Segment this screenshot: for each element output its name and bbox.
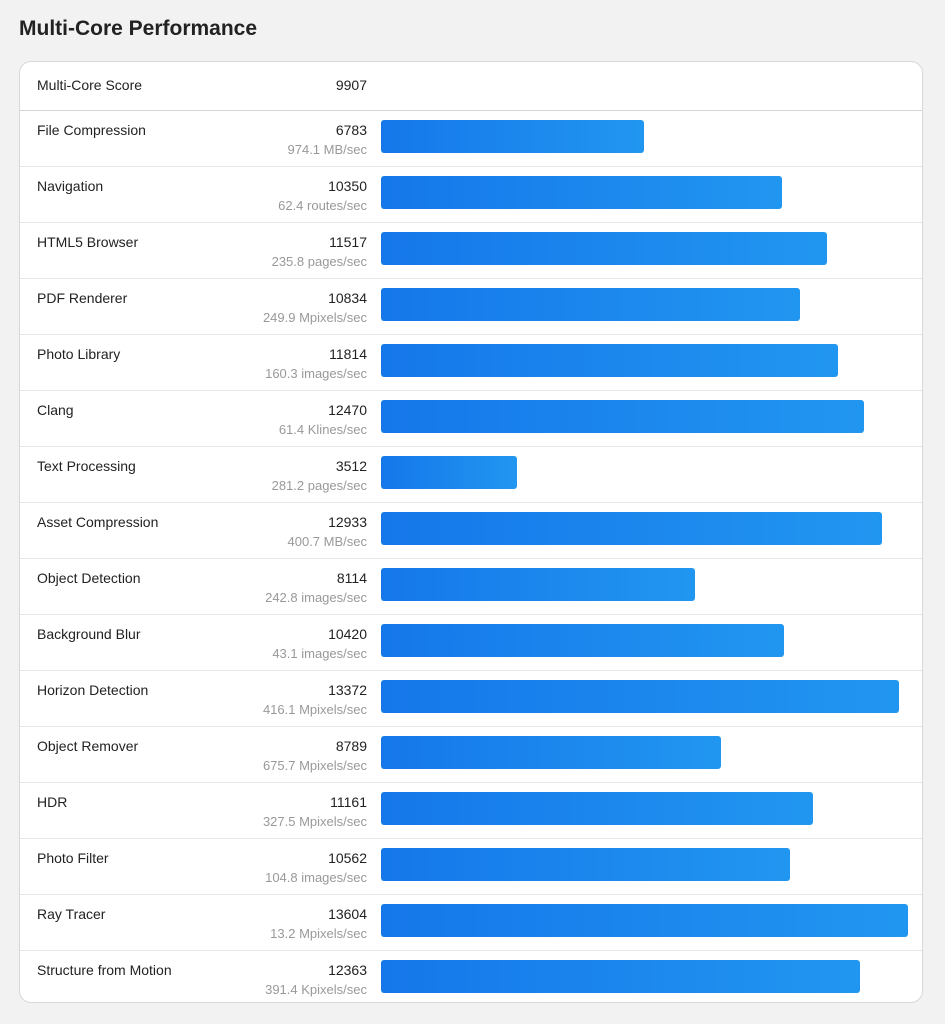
benchmark-label: Photo Library <box>37 346 121 362</box>
benchmark-throughput: 13.2 Mpixels/sec <box>270 926 367 941</box>
benchmark-bar <box>381 512 882 545</box>
benchmark-throughput: 235.8 pages/sec <box>271 254 367 269</box>
benchmark-score: 10562 <box>328 850 367 866</box>
benchmark-row: Photo Library 11814 160.3 images/sec <box>20 335 922 391</box>
benchmark-throughput: 416.1 Mpixels/sec <box>262 702 367 717</box>
benchmark-throughput: 327.5 Mpixels/sec <box>262 814 367 829</box>
benchmark-score: 10420 <box>328 626 367 642</box>
benchmark-label: Photo Filter <box>37 850 109 866</box>
benchmark-row: PDF Renderer 10834 249.9 Mpixels/sec <box>20 279 922 335</box>
benchmark-row: Asset Compression 12933 400.7 MB/sec <box>20 503 922 559</box>
benchmark-row: File Compression 6783 974.1 MB/sec <box>20 111 922 167</box>
benchmark-row: Object Remover 8789 675.7 Mpixels/sec <box>20 727 922 783</box>
results-card: Multi-Core Score 9907 File Compression 6… <box>19 61 923 1003</box>
benchmark-label: Navigation <box>37 178 104 194</box>
benchmark-score: 13372 <box>328 682 367 698</box>
benchmark-bar <box>381 568 696 601</box>
benchmark-bar <box>381 288 801 321</box>
benchmark-row: Ray Tracer 13604 13.2 Mpixels/sec <box>20 895 922 951</box>
benchmark-label: Object Remover <box>37 738 139 754</box>
benchmark-score: 12363 <box>328 962 367 978</box>
benchmark-bar <box>381 792 814 825</box>
benchmark-score: 8114 <box>336 570 367 586</box>
benchmark-bar <box>381 400 864 433</box>
benchmark-score: 10834 <box>328 290 367 306</box>
benchmark-row: HDR 11161 327.5 Mpixels/sec <box>20 783 922 839</box>
benchmark-bar <box>381 176 782 209</box>
score-row: Multi-Core Score 9907 <box>20 62 922 111</box>
benchmark-throughput: 391.4 Kpixels/sec <box>265 982 367 997</box>
benchmark-row: Photo Filter 10562 104.8 images/sec <box>20 839 922 895</box>
benchmark-label: PDF Renderer <box>37 290 128 306</box>
benchmark-throughput: 61.4 Klines/sec <box>278 422 367 437</box>
benchmark-row: Navigation 10350 62.4 routes/sec <box>20 167 922 223</box>
benchmark-label: Ray Tracer <box>37 906 106 922</box>
benchmark-throughput: 675.7 Mpixels/sec <box>262 758 367 773</box>
benchmark-row: Horizon Detection 13372 416.1 Mpixels/se… <box>20 671 922 727</box>
benchmark-bar <box>381 960 860 993</box>
benchmark-score: 12933 <box>328 514 367 530</box>
benchmark-throughput: 400.7 MB/sec <box>287 534 368 549</box>
benchmark-throughput: 104.8 images/sec <box>265 870 367 885</box>
benchmark-throughput: 249.9 Mpixels/sec <box>262 310 367 325</box>
benchmark-label: Horizon Detection <box>37 682 149 698</box>
benchmark-row: Clang 12470 61.4 Klines/sec <box>20 391 922 447</box>
benchmark-row: HTML5 Browser 11517 235.8 pages/sec <box>20 223 922 279</box>
benchmark-label: HTML5 Browser <box>37 234 139 250</box>
benchmark-score: 10350 <box>328 178 367 194</box>
benchmark-label: Structure from Motion <box>37 962 172 978</box>
benchmark-bar <box>381 904 908 937</box>
benchmark-bar <box>381 848 790 881</box>
benchmark-row: Structure from Motion 12363 391.4 Kpixel… <box>20 951 922 1002</box>
benchmark-throughput: 62.4 routes/sec <box>278 198 367 213</box>
benchmark-score: 11814 <box>329 346 367 362</box>
benchmark-throughput: 43.1 images/sec <box>272 646 367 661</box>
benchmark-bar <box>381 232 827 265</box>
benchmark-score: 11161 <box>330 794 367 810</box>
benchmark-label: HDR <box>37 794 68 810</box>
benchmark-score: 8789 <box>335 738 367 754</box>
benchmark-label: Asset Compression <box>37 514 159 530</box>
benchmark-label: Clang <box>37 402 74 418</box>
benchmark-bar <box>381 456 517 489</box>
benchmark-row: Background Blur 10420 43.1 images/sec <box>20 615 922 671</box>
benchmark-label: File Compression <box>37 122 146 138</box>
score-label: Multi-Core Score <box>37 77 143 93</box>
benchmark-score: 11517 <box>329 234 367 250</box>
benchmark-bar <box>381 736 722 769</box>
benchmark-throughput: 160.3 images/sec <box>265 366 367 381</box>
benchmark-bar <box>381 120 644 153</box>
benchmark-throughput: 242.8 images/sec <box>265 590 367 605</box>
benchmark-score: 3512 <box>335 458 367 474</box>
benchmark-bar <box>381 624 785 657</box>
benchmark-score: 13604 <box>328 906 367 922</box>
benchmark-throughput: 281.2 pages/sec <box>271 478 367 493</box>
benchmark-throughput: 974.1 MB/sec <box>287 142 368 157</box>
benchmark-bar <box>381 344 839 377</box>
benchmark-label: Object Detection <box>37 570 141 586</box>
score-value: 9907 <box>335 77 367 93</box>
benchmark-row: Object Detection 8114 242.8 images/sec <box>20 559 922 615</box>
benchmark-row: Text Processing 3512 281.2 pages/sec <box>20 447 922 503</box>
benchmark-score: 6783 <box>335 122 367 138</box>
benchmark-score: 12470 <box>328 402 367 418</box>
benchmark-label: Text Processing <box>37 458 136 474</box>
page-title: Multi-Core Performance <box>19 17 258 40</box>
benchmark-label: Background Blur <box>37 626 141 642</box>
benchmark-bar <box>381 680 899 713</box>
